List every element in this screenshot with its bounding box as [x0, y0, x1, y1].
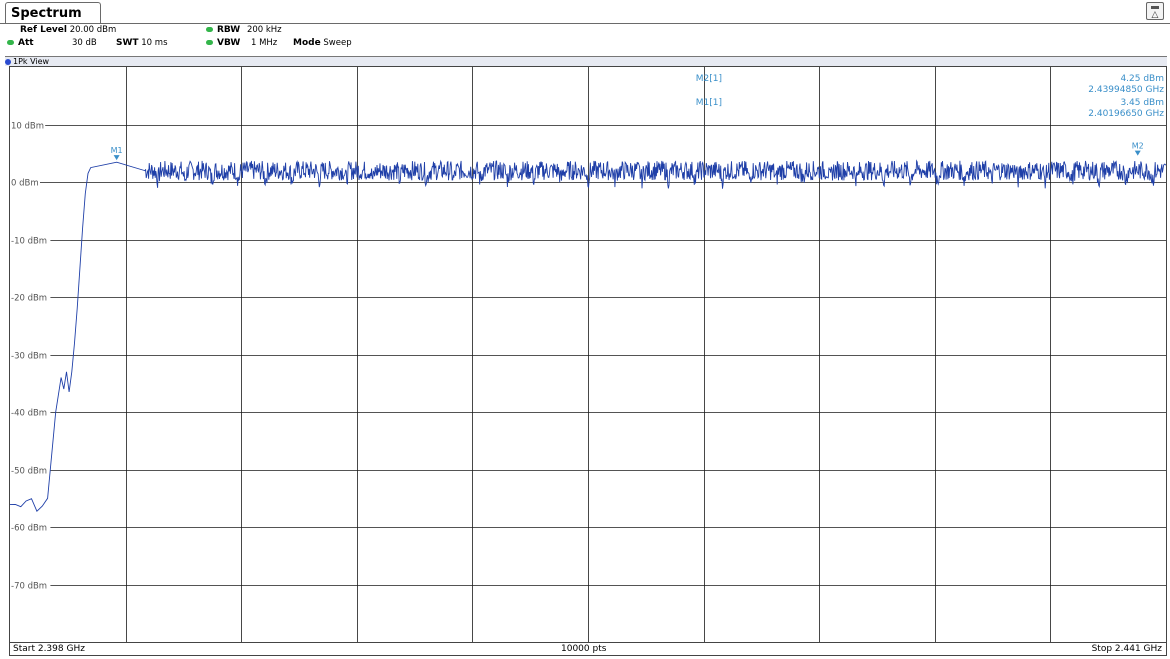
mode-label: Mode [293, 38, 321, 48]
y-tick-label: 0 dBm [11, 179, 39, 189]
y-tick-label: -20 dBm [11, 294, 47, 304]
ref-level-setting[interactable]: Ref Level 20.00 dBm [20, 25, 116, 35]
trace-indicator-icon [5, 58, 11, 65]
mode-value: Sweep [323, 38, 352, 48]
marker-table-m2-frequency: 2.43994850 GHz [1088, 85, 1164, 95]
mode-setting[interactable]: Mode Sweep [293, 38, 352, 48]
y-tick-label: -40 dBm [11, 409, 47, 419]
coupling-indicator-icon [206, 40, 213, 45]
trace-line [9, 159, 1167, 512]
att-value: 30 dB [72, 38, 97, 48]
vbw-value: 1 MHz [250, 38, 278, 48]
y-tick-label: -30 dBm [11, 352, 47, 362]
vbw-setting[interactable]: VBW 1 MHz [206, 38, 277, 48]
marker-table-m2-level: 4.25 dBm [1120, 74, 1164, 84]
marker-table: M2[1] 4.25 dBm 2.43994850 GHz M1[1] 3.45… [696, 74, 1165, 119]
trace-group [9, 159, 1167, 512]
tab-divider [0, 23, 1170, 24]
marker-table-m1-frequency: 2.40196650 GHz [1088, 109, 1164, 119]
coupling-indicator-icon [206, 27, 213, 32]
att-setting[interactable]: Att [7, 38, 34, 48]
att-label: Att [18, 38, 34, 48]
grid-lines [40, 67, 1166, 642]
rbw-setting[interactable]: RBW 200 kHz [206, 25, 282, 35]
rbw-label: RBW [217, 25, 241, 35]
vbw-label: VBW [217, 38, 241, 48]
marker-label: M2 [1132, 142, 1144, 151]
y-tick-label: -70 dBm [11, 582, 47, 592]
coupling-indicator-icon [7, 40, 14, 45]
display-config-button[interactable]: △ [1146, 2, 1164, 20]
ref-level-value: 20.00 dBm [69, 25, 117, 35]
swt-setting[interactable]: SWT 10 ms [116, 38, 168, 48]
y-tick-label: -10 dBm [11, 237, 47, 247]
tab-spectrum[interactable]: Spectrum [5, 2, 101, 23]
swt-value: 10 ms [141, 38, 168, 48]
marker-table-m2-label: M2[1] [696, 74, 722, 84]
markers-group: M1 M2 [111, 142, 1144, 161]
ref-level-label: Ref Level [20, 25, 67, 35]
marker-label: M1 [111, 146, 123, 155]
rbw-value: 200 kHz [246, 25, 282, 35]
stop-frequency: Stop 2.441 GHz [1091, 644, 1162, 654]
view-label: 1Pk View [13, 57, 50, 66]
y-tick-label: -60 dBm [11, 524, 47, 534]
y-tick-label: 10 dBm [11, 122, 44, 132]
marker-table-m1-label: M1[1] [696, 98, 722, 108]
sweep-points: 10000 pts [561, 644, 607, 654]
marker-triangle [113, 155, 120, 161]
swt-label: SWT [116, 38, 139, 48]
triangle-icon: △ [1151, 10, 1159, 20]
start-frequency: Start 2.398 GHz [13, 644, 85, 654]
marker-triangle [1134, 150, 1141, 156]
marker-table-m1-level: 3.45 dBm [1120, 98, 1164, 108]
view-title-bar: 1Pk View [5, 56, 1167, 66]
plot-area[interactable]: 10 dBm 0 dBm -10 dBm -20 dBm -30 dBm -40 dBm -… [9, 66, 1167, 643]
spectrum-chart: 10 dBm 0 dBm -10 dBm -20 dBm -30 dBm -40 dBm -… [9, 67, 1167, 642]
y-axis-labels: 10 dBm 0 dBm -10 dBm -20 dBm -30 dBm -40 dBm -… [11, 122, 47, 592]
frequency-axis-footer: Start 2.398 GHz 10000 pts Stop 2.441 GHz [9, 643, 1167, 656]
y-tick-label: -50 dBm [11, 467, 47, 477]
